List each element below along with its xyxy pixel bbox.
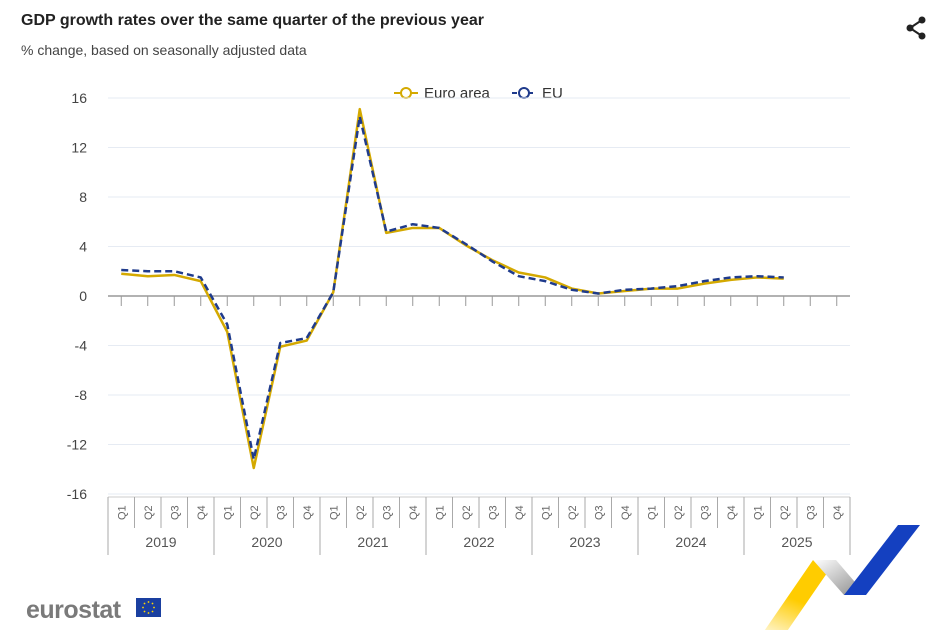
y-tick-label: -8 [75, 387, 88, 403]
quarter-label: Q4 [514, 505, 526, 520]
y-tick-label: 4 [79, 239, 87, 255]
quarter-label: Q1 [116, 505, 128, 520]
eu-flag-icon [136, 598, 161, 617]
y-tick-label: 16 [71, 90, 87, 106]
quarter-label: Q3 [593, 505, 605, 520]
quarter-label: Q4 [196, 505, 208, 520]
quarter-label: Q4 [832, 505, 844, 520]
quarter-label: Q3 [699, 505, 711, 520]
quarter-label: Q2 [567, 505, 579, 520]
y-tick-label: -16 [67, 486, 87, 502]
y-tick-label: -4 [75, 338, 88, 354]
quarter-label: Q2 [779, 505, 791, 520]
year-label: 2024 [675, 534, 706, 550]
year-label: 2021 [357, 534, 388, 550]
quarter-label: Q1 [540, 505, 552, 520]
quarter-label: Q4 [302, 505, 314, 520]
quarter-label: Q2 [673, 505, 685, 520]
quarter-label: Q1 [222, 505, 234, 520]
year-label: 2023 [569, 534, 600, 550]
quarter-label: Q4 [726, 505, 738, 520]
year-label: 2022 [463, 534, 494, 550]
quarter-label: Q3 [805, 505, 817, 520]
quarter-label: Q2 [461, 505, 473, 520]
y-tick-label: 12 [71, 140, 87, 156]
quarter-label: Q4 [408, 505, 420, 520]
legend-item-euro-area[interactable]: Euro area [394, 85, 491, 102]
quarter-label: Q2 [355, 505, 367, 520]
quarter-label: Q3 [487, 505, 499, 520]
quarter-label: Q4 [620, 505, 632, 520]
quarter-label: Q3 [275, 505, 287, 520]
y-tick-label: -12 [67, 437, 87, 453]
series-line-eu [121, 115, 784, 461]
series-line-euro-area [121, 107, 784, 470]
legend: Euro area EU [394, 85, 563, 102]
quarter-label: Q1 [434, 505, 446, 520]
legend-label: Euro area [424, 85, 491, 102]
quarter-label: Q2 [249, 505, 261, 520]
share-icon[interactable] [905, 16, 927, 40]
chart-title: GDP growth rates over the same quarter o… [21, 12, 484, 29]
chart-subtitle: % change, based on seasonally adjusted d… [21, 42, 307, 58]
year-label: 2019 [145, 534, 176, 550]
year-label: 2020 [251, 534, 282, 550]
legend-item-eu[interactable]: EU [512, 85, 563, 102]
y-tick-label: 8 [79, 189, 87, 205]
year-label: 2025 [781, 534, 812, 550]
eurostat-logo: eurostat [26, 596, 121, 624]
quarter-label: Q3 [381, 505, 393, 520]
quarter-label: Q1 [328, 505, 340, 520]
brand-swoosh [764, 525, 920, 630]
legend-marker-icon [518, 87, 530, 99]
quarter-label: Q3 [169, 505, 181, 520]
quarter-label: Q2 [143, 505, 155, 520]
quarter-label: Q1 [752, 505, 764, 520]
legend-label: EU [542, 85, 563, 102]
quarter-label: Q1 [646, 505, 658, 520]
y-tick-label: 0 [79, 288, 87, 304]
legend-marker-icon [400, 87, 412, 99]
